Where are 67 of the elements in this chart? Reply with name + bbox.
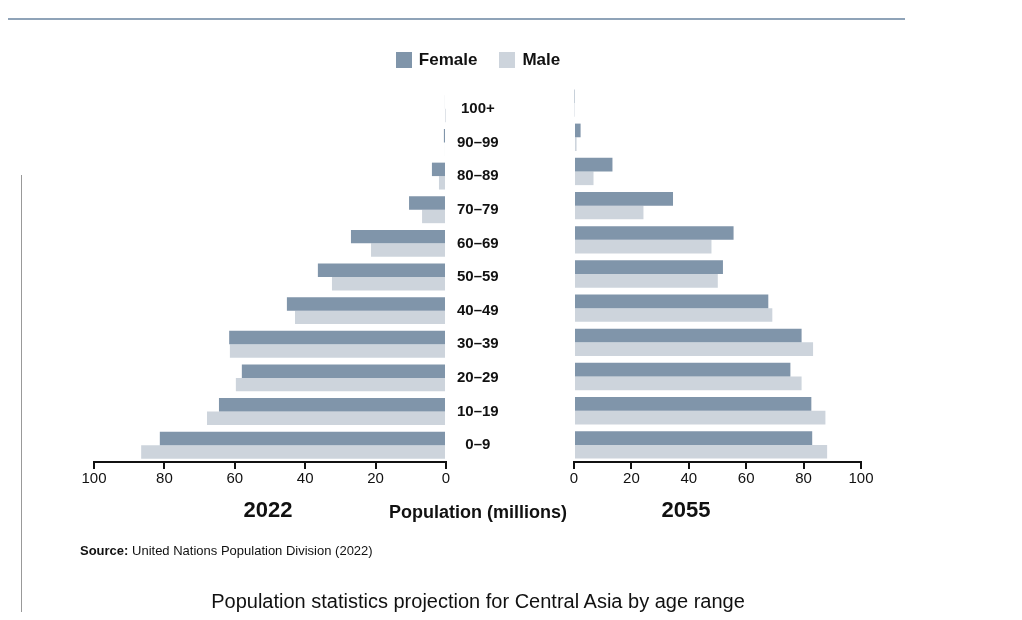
text: Population statistics projection for Central Asia by age range bbox=[210, 589, 746, 614]
legend-label: Male bbox=[522, 50, 561, 70]
bar bbox=[141, 445, 445, 459]
bar bbox=[575, 274, 718, 288]
bar bbox=[575, 226, 734, 240]
x-tick-label: 60 bbox=[226, 469, 244, 487]
x-tick-label: 20 bbox=[623, 469, 640, 487]
x-tick-label: 40 bbox=[680, 469, 698, 487]
y-tick-label: 60–69 bbox=[457, 233, 499, 251]
bar bbox=[575, 205, 644, 220]
bar bbox=[331, 277, 445, 291]
text: 2022 bbox=[242, 497, 294, 523]
bar bbox=[575, 328, 802, 343]
bar bbox=[575, 294, 769, 309]
bar bbox=[235, 377, 445, 392]
bar bbox=[575, 308, 773, 322]
bar bbox=[206, 411, 445, 425]
legend-label: Female bbox=[418, 50, 478, 70]
y-tick-label: 70–79 bbox=[457, 199, 499, 217]
y-tick-label: 100+ bbox=[460, 98, 495, 116]
bar bbox=[575, 376, 802, 391]
x-tick-label: 100 bbox=[848, 469, 874, 487]
source-note: Source: United Nations Population Division (2022) bbox=[80, 543, 373, 558]
bar bbox=[229, 330, 445, 345]
x-tick-label: 60 bbox=[737, 469, 755, 487]
bar bbox=[438, 176, 445, 190]
y-tick-label: 10–19 bbox=[457, 401, 499, 419]
bar bbox=[575, 191, 674, 206]
x-tick-label: 0 bbox=[441, 469, 451, 487]
bar bbox=[350, 229, 445, 244]
bar bbox=[575, 171, 594, 186]
bar bbox=[575, 260, 723, 274]
bar bbox=[241, 364, 445, 378]
y-tick-label: 80–89 bbox=[457, 166, 499, 184]
bar bbox=[286, 297, 445, 311]
x-tick-label: 80 bbox=[156, 469, 173, 487]
x-tick-label: 80 bbox=[795, 469, 812, 487]
bar bbox=[409, 196, 445, 210]
bar bbox=[575, 362, 791, 377]
bar bbox=[431, 162, 445, 177]
y-tick-label: 20–29 bbox=[457, 368, 499, 386]
bar bbox=[371, 243, 445, 257]
bar bbox=[229, 344, 445, 358]
bar bbox=[294, 310, 445, 325]
x-tick-label: 40 bbox=[296, 469, 314, 487]
y-tick-label: 50–59 bbox=[457, 267, 499, 285]
bar bbox=[422, 209, 445, 224]
bar bbox=[575, 123, 581, 138]
bar bbox=[575, 410, 826, 425]
x-tick-label: 0 bbox=[569, 469, 579, 487]
bar bbox=[159, 431, 445, 446]
y-tick-label: 0–9 bbox=[465, 435, 491, 453]
bar bbox=[575, 157, 613, 172]
bar bbox=[575, 342, 814, 357]
bar bbox=[575, 431, 813, 445]
text: 2055 bbox=[660, 497, 712, 523]
x-tick-label: 100 bbox=[81, 469, 107, 487]
y-tick-label: 90–99 bbox=[457, 132, 499, 150]
x-axis-title: Population (millions) bbox=[388, 502, 568, 523]
bar bbox=[575, 444, 828, 459]
y-tick-label: 30–39 bbox=[457, 334, 499, 352]
bar bbox=[317, 263, 445, 277]
y-tick-label: 40–49 bbox=[457, 300, 499, 318]
bar bbox=[575, 397, 812, 411]
bar bbox=[218, 398, 445, 412]
bar bbox=[575, 239, 712, 254]
x-tick-label: 20 bbox=[367, 469, 384, 487]
